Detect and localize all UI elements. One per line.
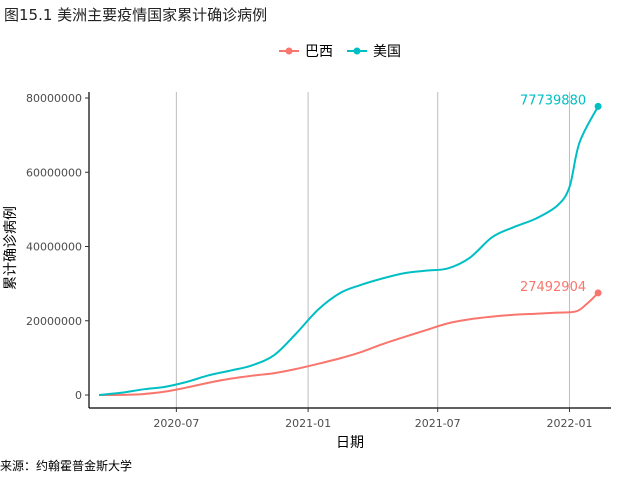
x-tick-label: 2021-01 — [285, 417, 331, 430]
chart-title: 图15.1 美洲主要疫情国家累计确诊病例 — [4, 6, 267, 24]
y-tick-label: 0 — [75, 389, 82, 402]
series-end-label-巴西: 27492904 — [520, 280, 586, 295]
series-end-label-美国: 77739880 — [520, 93, 586, 108]
grid-lines — [175, 92, 570, 408]
x-tick-label: 2020-07 — [153, 417, 199, 430]
series-line-美国 — [98, 105, 599, 396]
series-end-point-美国 — [594, 102, 602, 110]
axes — [85, 92, 611, 412]
y-tick-label: 40000000 — [26, 241, 82, 254]
y-tick-label: 80000000 — [26, 92, 82, 105]
x-tick-label: 2021-07 — [415, 417, 461, 430]
legend-key-point — [285, 47, 293, 55]
x-axis-label: 日期 — [336, 435, 364, 451]
y-axis-label: 累计确诊病例 — [3, 206, 19, 290]
legend: 巴西 美国 — [279, 44, 401, 60]
y-tick-label: 60000000 — [26, 166, 82, 179]
x-tick-labels: 2020-07 2021-01 2021-07 2022-01 — [153, 417, 592, 430]
legend-label: 美国 — [373, 44, 401, 60]
source-note: 来源：约翰霍普金斯大学 — [0, 458, 132, 473]
x-tick-label: 2022-01 — [546, 417, 592, 430]
legend-label: 巴西 — [305, 44, 333, 60]
y-tick-label: 20000000 — [26, 315, 82, 328]
series-end-point-巴西 — [594, 289, 602, 297]
series-line-巴西 — [99, 292, 599, 396]
series-lines: 27492904 77739880 — [98, 93, 602, 396]
y-tick-labels: 0 20000000 40000000 60000000 80000000 — [26, 92, 82, 402]
legend-key-point — [353, 47, 361, 55]
